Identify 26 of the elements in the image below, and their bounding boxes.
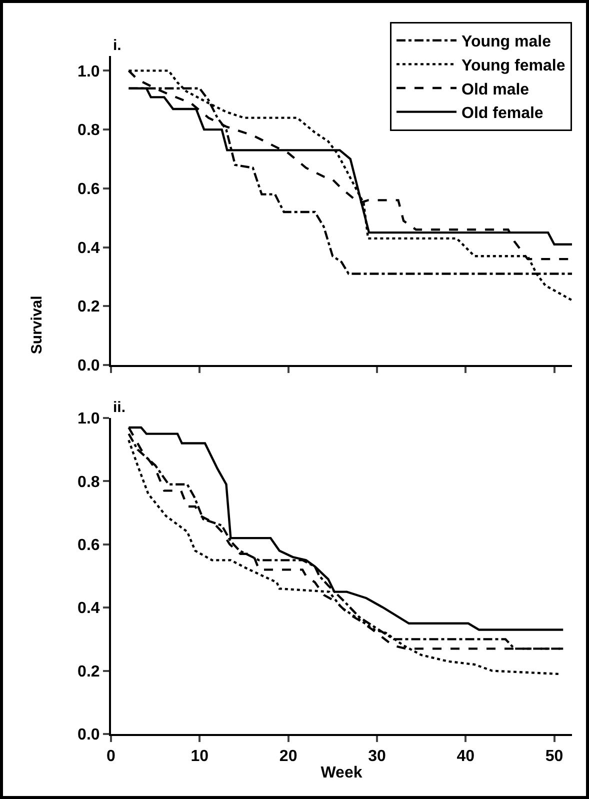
x-tick-label: 20 [279, 748, 298, 766]
x-tick-label: 30 [368, 748, 386, 766]
y-tick-label: 0.4 [78, 600, 100, 618]
y-tick-label: 0.4 [78, 240, 100, 257]
y-tick-label: 0.6 [78, 537, 100, 554]
y-tick-label: 0.0 [78, 726, 100, 744]
y-tick-label: 0.0 [78, 358, 100, 375]
legend-label: Old female [462, 105, 544, 122]
legend-label: Old male [462, 81, 530, 98]
x-axis-title: Week [320, 764, 362, 782]
y-tick-label: 1.0 [78, 63, 100, 80]
y-tick-label: 0.8 [78, 122, 100, 140]
y-tick-label: 1.0 [78, 410, 100, 428]
y-tick-label: 0.2 [78, 663, 100, 680]
x-tick-label: 0 [106, 748, 116, 766]
x-tick-label: 40 [456, 748, 475, 766]
text: i. [113, 37, 122, 54]
x-tick-label: 10 [190, 748, 209, 766]
y-axis-title: Survival [28, 296, 46, 354]
legend-label: Young female [462, 57, 566, 74]
y-tick-label: 0.6 [78, 181, 100, 198]
text: ii. [113, 399, 126, 416]
x-tick-label: 50 [545, 748, 564, 766]
y-tick-label: 0.2 [78, 298, 100, 316]
y-tick-label: 0.8 [78, 474, 100, 491]
legend-label: Young male [462, 34, 552, 51]
